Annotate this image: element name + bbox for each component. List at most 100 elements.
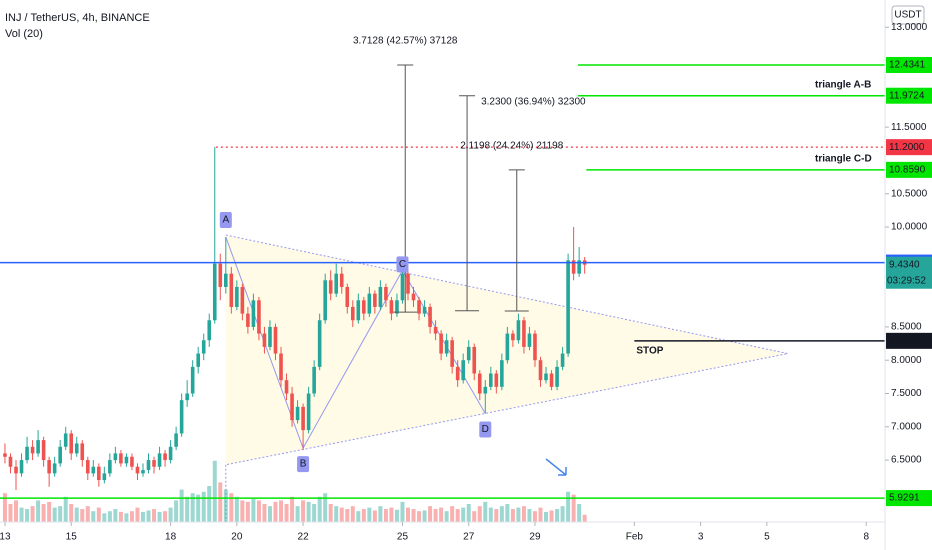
volume-bar xyxy=(356,511,361,522)
volume-bar xyxy=(350,506,355,522)
candle-body xyxy=(69,433,74,454)
currency-button[interactable] xyxy=(891,5,925,25)
candle-body xyxy=(367,293,372,314)
x-tick-label: 5 xyxy=(764,532,770,543)
volume-bar xyxy=(157,511,162,522)
candle-body xyxy=(400,273,405,301)
candle-body xyxy=(168,446,173,461)
measure-label: 3.2300 (36.94%) 32300 xyxy=(481,96,586,107)
price-badge xyxy=(886,139,932,156)
price-badge xyxy=(886,87,932,104)
candle-body xyxy=(74,443,79,454)
candle-body xyxy=(428,306,432,327)
candle-body xyxy=(466,346,471,361)
y-tick-label: 10.0000 xyxy=(891,222,928,233)
volume-bar xyxy=(400,501,405,522)
chart-subtitle: Vol (20) xyxy=(5,28,43,40)
pattern-label: C xyxy=(399,259,406,270)
volume-bar xyxy=(212,460,217,522)
pattern-label: B xyxy=(300,459,307,470)
candle-body xyxy=(85,460,90,474)
candle-body xyxy=(433,326,438,334)
volume-bar xyxy=(334,506,339,522)
x-tick-label: 18 xyxy=(165,532,177,543)
candle-body xyxy=(384,286,388,301)
volume-bar xyxy=(196,494,201,522)
candle-body xyxy=(141,470,145,474)
candle-body xyxy=(549,373,554,387)
price-badge-label: 5.9291 xyxy=(889,493,920,504)
x-tick-label: 22 xyxy=(298,532,310,543)
volume-bar xyxy=(317,496,322,522)
volume-bar xyxy=(516,507,521,522)
candle-body xyxy=(273,326,278,354)
candle-body xyxy=(63,433,68,447)
volume-bar xyxy=(560,506,565,522)
price-badge-label: 8.2908 xyxy=(889,335,920,346)
candle-body xyxy=(14,466,18,474)
volume-bar xyxy=(218,482,223,522)
x-tick-label: 8 xyxy=(863,532,869,543)
volume-bar xyxy=(63,496,68,522)
triangle-edge xyxy=(225,234,788,466)
volume-bar xyxy=(295,506,300,522)
candle-body xyxy=(505,333,510,361)
candle-body xyxy=(218,263,223,287)
volume-bar xyxy=(466,504,471,522)
candle-body xyxy=(312,366,316,394)
volume-bar xyxy=(571,494,576,522)
volume-bar xyxy=(69,504,74,522)
candle-body xyxy=(522,320,526,347)
candle-body xyxy=(113,453,118,461)
candle-body xyxy=(444,340,449,354)
candle-body xyxy=(411,293,416,301)
y-tick-label: 7.5000 xyxy=(891,388,922,399)
volume-bar xyxy=(428,506,433,522)
candle-body xyxy=(527,333,532,347)
volume-bar xyxy=(505,504,510,522)
y-tick-label: 10.5000 xyxy=(891,188,928,199)
pattern-badge xyxy=(297,456,310,473)
candle-body xyxy=(135,466,140,474)
candle-body xyxy=(345,286,350,307)
candle-body xyxy=(483,386,488,394)
y-tick-label: 13.0000 xyxy=(891,22,928,33)
candle-body xyxy=(306,393,311,431)
candle-body xyxy=(268,326,272,347)
x-tick-label: 13 xyxy=(0,532,11,543)
volume-bar xyxy=(129,511,134,522)
candle-body xyxy=(224,273,228,287)
volume-bar xyxy=(85,506,90,522)
volume-bar xyxy=(163,511,168,522)
x-tick-label: Feb xyxy=(626,532,644,543)
volume-bar xyxy=(422,510,427,522)
volume-bar xyxy=(494,509,499,522)
candle-body xyxy=(284,380,289,394)
candle-body xyxy=(91,466,96,474)
volume-bar xyxy=(367,507,372,522)
volume-bar xyxy=(477,506,482,522)
arrow-icon xyxy=(545,458,567,476)
volume-bar xyxy=(146,510,151,522)
volume-bar xyxy=(323,493,328,522)
candle-body xyxy=(323,280,327,321)
candle-body xyxy=(461,360,466,381)
candle-body xyxy=(190,366,195,394)
volume-bar xyxy=(140,511,145,522)
candle-body xyxy=(389,300,394,314)
volume-bar xyxy=(273,501,278,522)
volume-bar xyxy=(179,489,184,522)
volume-bar xyxy=(229,493,234,522)
volume-bar xyxy=(267,506,272,522)
candle-body xyxy=(36,440,40,454)
volume-bar xyxy=(245,501,250,522)
candle-body xyxy=(571,260,576,274)
candle-body xyxy=(185,393,189,401)
volume-bar xyxy=(118,511,123,522)
level-annotation: triangle C-D xyxy=(815,153,872,164)
price-badge xyxy=(886,490,932,507)
volume-bar xyxy=(52,507,57,522)
candle-body xyxy=(577,260,581,274)
volume-bar xyxy=(577,504,582,522)
volume-bar xyxy=(405,507,410,522)
